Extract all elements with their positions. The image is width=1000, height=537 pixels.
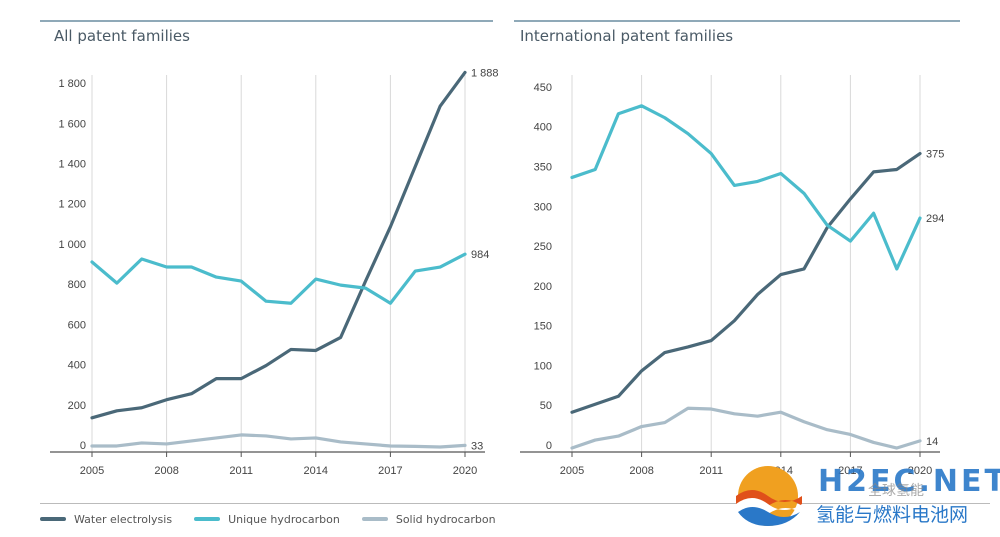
legend-label: Water electrolysis	[74, 512, 173, 526]
logo-icon	[736, 466, 802, 526]
x-tick-label: 2017	[378, 465, 402, 477]
x-tick-label: 2020	[453, 465, 477, 477]
x-tick-label: 2008	[629, 465, 653, 477]
chart-all-patent-families: 0 200 400 600 800 1 000 1 200 1 400 1 600 1 800 20…	[50, 67, 499, 477]
panel-rule-right	[514, 20, 960, 22]
x-tick-label: 2008	[154, 465, 178, 477]
end-label-solid-hydrocarbon: 14	[926, 436, 938, 448]
end-label-water-electrolysis: 375	[926, 149, 944, 161]
y-tick-label: 1 000	[58, 239, 86, 251]
y-tick-label: 400	[534, 122, 552, 134]
chart-international-patent-families: 0 50 100 150 200 250 300 350 400 450 2005 2008 2011 2…	[520, 75, 944, 477]
series-line-solid-hydrocarbon	[570, 406, 922, 450]
y-tick-label: 1 800	[58, 78, 86, 90]
y-tick-label: 150	[534, 321, 552, 333]
x-tick-label: 2005	[80, 465, 104, 477]
series-line-water-electrolysis	[90, 70, 467, 420]
y-tick-label: 50	[540, 400, 552, 412]
legend-divider	[40, 503, 990, 504]
panel-title-right: International patent families	[520, 27, 734, 45]
y-tick-label: 200	[534, 281, 552, 293]
legend-item-water-electrolysis: Water electrolysis	[40, 513, 172, 526]
legend-item-solid-hydrocarbon: Solid hydrocarbon	[361, 512, 496, 526]
y-tick-label: 0	[546, 440, 552, 452]
series-line-solid-hydrocarbon	[90, 433, 467, 449]
series-line-unique-hydrocarbon	[90, 252, 467, 305]
series-line-unique-hydrocarbon	[570, 104, 922, 271]
y-tick-label: 400	[68, 360, 86, 372]
legend-swatch	[194, 517, 221, 521]
y-tick-label: 350	[534, 161, 552, 173]
y-tick-label: 250	[534, 241, 552, 253]
legend-label: Unique hydrocarbon	[228, 512, 340, 526]
watermark-brand: H2EC.NET	[818, 464, 1000, 499]
x-tick-label: 2011	[699, 465, 723, 477]
y-tick-label: 200	[68, 400, 86, 412]
legend-label: Solid hydrocarbon	[395, 512, 496, 526]
end-label-water-electrolysis: 1 888	[471, 67, 499, 79]
end-label-solid-hydrocarbon: 33	[471, 440, 483, 452]
legend-swatch	[40, 517, 66, 521]
y-tick-label: 800	[68, 279, 86, 291]
end-label-unique-hydrocarbon: 294	[926, 213, 944, 225]
panel-rule-left	[40, 20, 493, 22]
y-tick-label: 1 400	[58, 159, 86, 171]
watermark-wechat: 全球氢能	[868, 483, 924, 499]
y-tick-label: 300	[534, 201, 552, 213]
y-tick-label: 450	[534, 82, 552, 94]
end-label-unique-hydrocarbon: 984	[471, 249, 489, 261]
y-tick-label: 0	[80, 440, 86, 452]
y-tick-label: 600	[68, 319, 86, 331]
series-line-water-electrolysis	[570, 151, 922, 414]
legend: Water electrolysis Unique hydrocarbon So…	[40, 508, 518, 530]
legend-swatch	[361, 517, 388, 521]
x-tick-label: 2011	[229, 465, 253, 477]
y-tick-label: 100	[534, 360, 552, 372]
panel-title-left: All patent families	[54, 27, 190, 45]
y-tick-label: 1 600	[58, 118, 86, 130]
x-tick-label: 2014	[304, 465, 328, 477]
x-tick-label: 2017	[838, 465, 862, 477]
y-tick-label: 1 200	[58, 199, 86, 211]
legend-item-unique-hydrocarbon: Unique hydrocarbon	[194, 513, 340, 526]
watermark-subtitle: 氢能与燃料电池网	[816, 504, 969, 526]
watermark-logo: H2EC.NET 氢能与燃料电池网 全球氢能	[728, 460, 1000, 535]
x-tick-label: 2005	[560, 465, 584, 477]
x-tick-label: 2020	[908, 465, 932, 477]
